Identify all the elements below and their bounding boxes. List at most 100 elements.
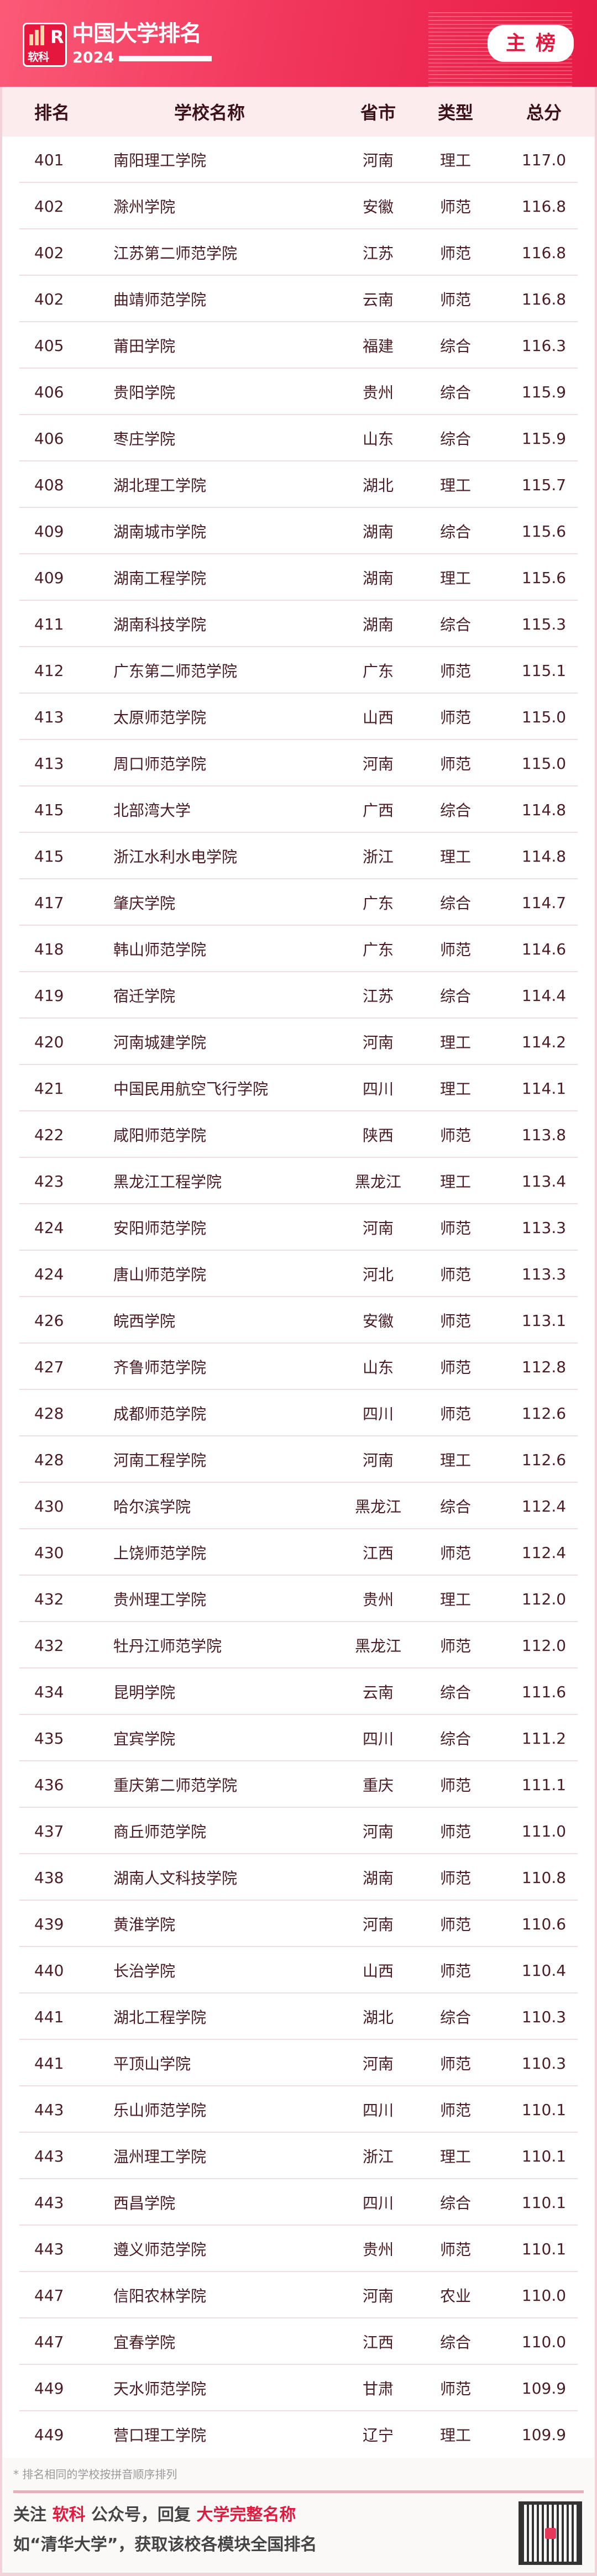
cell-province: 四川 — [362, 2101, 394, 2119]
table-row: 430 哈尔滨学院 黑龙江 综合 112.4 — [2, 1483, 595, 1529]
cell-type: 师范 — [439, 291, 471, 309]
cell-score: 114.4 — [521, 986, 567, 1005]
cell-province: 安徽 — [362, 1312, 394, 1330]
cell-school-name: 湖北工程学院 — [113, 2008, 207, 2027]
cell-province: 江西 — [362, 1544, 394, 1562]
cell-rank: 413 — [34, 707, 64, 726]
ranking-year: 2024 — [72, 49, 114, 66]
cell-rank: 424 — [34, 1265, 64, 1283]
cell-province: 贵州 — [362, 2241, 394, 2259]
title-underline — [119, 56, 212, 61]
table-row: 443 西昌学院 四川 综合 110.1 — [2, 2179, 595, 2226]
cell-rank: 432 — [34, 1589, 64, 1608]
cell-score: 114.7 — [521, 893, 567, 912]
cell-type: 师范 — [439, 1544, 471, 1562]
cell-score: 109.9 — [521, 2425, 567, 2444]
cell-province: 云南 — [362, 1683, 394, 1702]
cell-school-name: 湖南工程学院 — [113, 569, 207, 587]
cell-type: 师范 — [439, 2101, 471, 2119]
cell-rank: 409 — [34, 522, 64, 541]
table-row: 423 黑龙江工程学院 黑龙江 理工 113.4 — [2, 1158, 595, 1204]
cell-type: 师范 — [439, 1869, 471, 1887]
cell-score: 110.3 — [521, 2007, 567, 2026]
cell-type: 综合 — [439, 894, 471, 912]
cell-score: 115.3 — [521, 615, 567, 633]
table-row: 417 肇庆学院 广东 综合 114.7 — [2, 879, 595, 926]
table-row: 430 上饶师范学院 江西 师范 112.4 — [2, 1529, 595, 1576]
cell-score: 113.3 — [521, 1218, 567, 1237]
cell-score: 115.9 — [521, 429, 567, 448]
table-row: 441 湖北工程学院 湖北 综合 110.3 — [2, 1993, 595, 2040]
col-school: 学校名称 — [174, 102, 245, 123]
cell-type: 师范 — [439, 2055, 471, 2073]
cell-type: 师范 — [439, 2380, 471, 2398]
cell-score: 112.0 — [521, 1589, 567, 1608]
cell-province: 广东 — [362, 662, 394, 680]
cell-rank: 402 — [34, 243, 64, 262]
table-row: 443 乐山师范学院 四川 师范 110.1 — [2, 2086, 595, 2133]
cell-score: 114.8 — [521, 800, 567, 819]
cell-school-name: 西昌学院 — [113, 2194, 176, 2212]
cell-type: 师范 — [439, 1312, 471, 1330]
page-title: 中国大学排名 — [72, 21, 202, 46]
cell-rank: 441 — [34, 2007, 64, 2026]
cell-province: 江苏 — [362, 244, 394, 263]
table-row: 443 遵义师范学院 贵州 师范 110.1 — [2, 2226, 595, 2272]
cell-school-name: 宿迁学院 — [113, 987, 176, 1005]
cell-school-name: 安阳师范学院 — [113, 1219, 207, 1237]
cell-school-name: 江苏第二师范学院 — [113, 244, 238, 263]
cell-score: 115.9 — [521, 382, 567, 401]
cell-type: 师范 — [439, 244, 471, 263]
cell-type: 农业 — [439, 2287, 471, 2305]
cell-rank: 402 — [34, 197, 64, 216]
cell-score: 110.1 — [521, 2193, 567, 2212]
table-row: 424 安阳师范学院 河南 师范 113.3 — [2, 1204, 595, 1251]
table-row: 406 枣庄学院 山东 综合 115.9 — [2, 415, 595, 461]
cell-rank: 430 — [34, 1543, 64, 1562]
cell-type: 师范 — [439, 662, 471, 680]
table-row: 415 浙江水利水电学院 浙江 理工 114.8 — [2, 833, 595, 879]
cell-rank: 409 — [34, 568, 64, 587]
cell-score: 110.0 — [521, 2332, 567, 2351]
cell-score: 114.8 — [521, 847, 567, 865]
cell-province: 河南 — [362, 1451, 394, 1470]
cell-school-name: 上饶师范学院 — [113, 1544, 207, 1562]
cell-rank: 432 — [34, 1636, 64, 1655]
cell-school-name: 南阳理工学院 — [113, 151, 207, 170]
table-row: 449 营口理工学院 辽宁 理工 109.9 — [2, 2411, 595, 2458]
cell-rank: 447 — [34, 2332, 64, 2351]
cell-rank: 428 — [34, 1450, 64, 1469]
cell-score: 114.2 — [521, 1032, 567, 1051]
cell-type: 师范 — [439, 941, 471, 959]
cell-school-name: 黑龙江工程学院 — [113, 1173, 222, 1191]
cell-province: 重庆 — [362, 1776, 394, 1795]
cell-rank: 449 — [34, 2425, 64, 2444]
cell-score: 112.0 — [521, 1636, 567, 1655]
cell-type: 理工 — [439, 2426, 471, 2444]
table-row: 443 温州理工学院 浙江 理工 110.1 — [2, 2133, 595, 2179]
cell-type: 理工 — [439, 848, 471, 866]
cell-rank: 417 — [34, 893, 64, 912]
cell-score: 112.6 — [521, 1404, 567, 1423]
cell-province: 湖南 — [362, 616, 394, 634]
cell-score: 110.8 — [521, 1868, 567, 1887]
cell-rank: 402 — [34, 290, 64, 308]
cell-school-name: 齐鲁师范学院 — [113, 1358, 207, 1377]
cell-school-name: 贵州理工学院 — [113, 1591, 207, 1609]
cell-score: 116.8 — [521, 243, 567, 262]
cell-type: 理工 — [439, 1451, 471, 1470]
table-row: 412 广东第二师范学院 广东 师范 115.1 — [2, 647, 595, 694]
cell-type: 师范 — [439, 1776, 471, 1795]
cell-score: 115.7 — [521, 475, 567, 494]
cell-school-name: 咸阳师范学院 — [113, 1126, 207, 1145]
table-body: 401 南阳理工学院 河南 理工 117.0 402 滁州学院 安徽 师范 116.8 402 江苏第… — [2, 137, 595, 2458]
cell-rank: 443 — [34, 2239, 64, 2258]
cell-school-name: 宜宾学院 — [113, 1730, 176, 1748]
table-row: 421 中国民用航空飞行学院 四川 理工 114.1 — [2, 1065, 595, 1111]
table-row: 413 太原师范学院 山西 师范 115.0 — [2, 694, 595, 740]
cell-school-name: 北部湾大学 — [113, 801, 191, 820]
cell-school-name: 贵阳学院 — [113, 384, 176, 402]
table-row: 406 贵阳学院 贵州 综合 115.9 — [2, 369, 595, 415]
cell-type: 理工 — [439, 2148, 471, 2166]
cell-score: 113.3 — [521, 1265, 567, 1283]
